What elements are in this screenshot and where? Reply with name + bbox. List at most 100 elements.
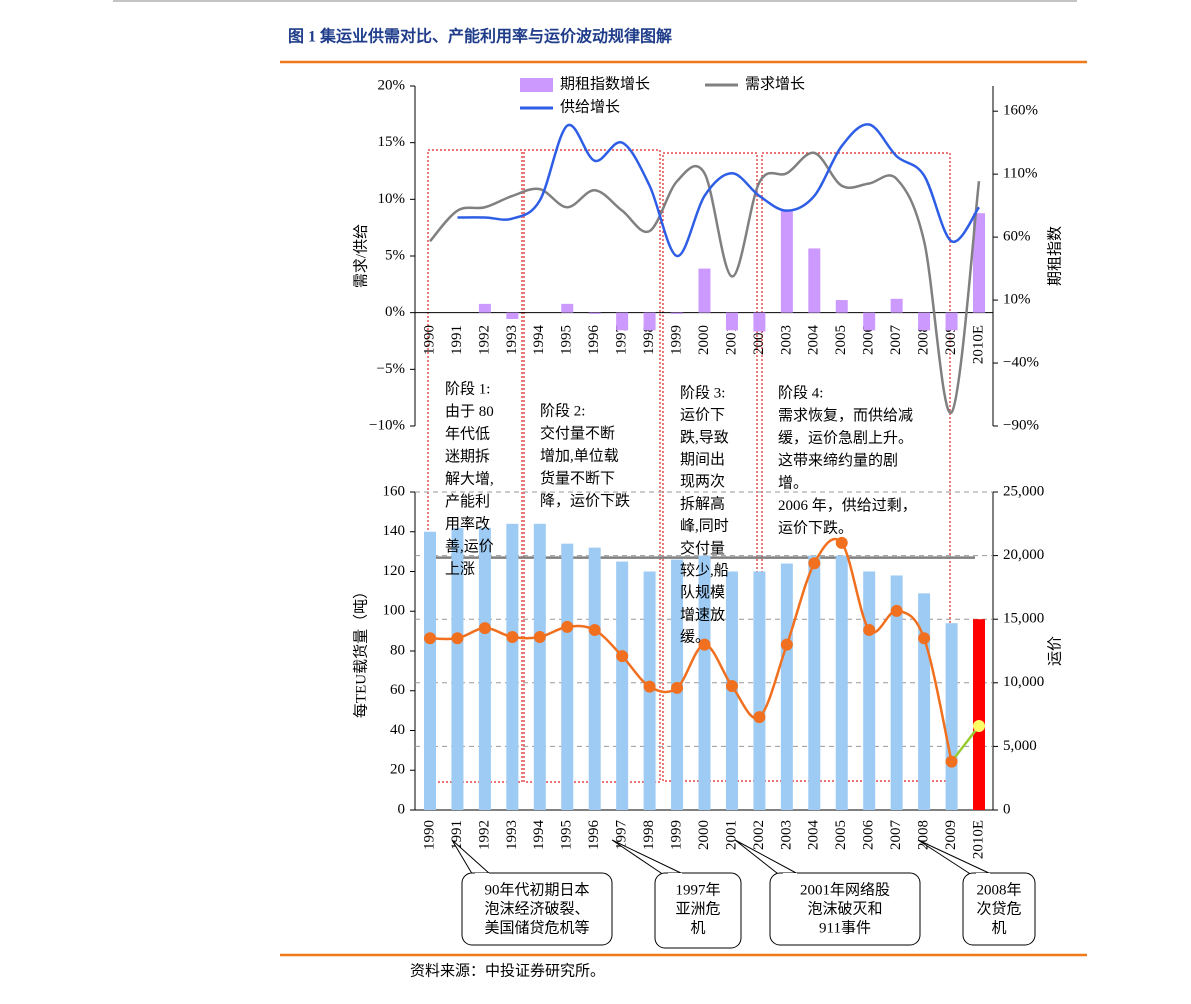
x-tick-label: 1998 [641,820,657,850]
x-tick-label: 1996 [586,820,602,851]
phase-text: 期间出 [680,451,725,468]
x-tick-label: 1991 [449,325,465,355]
x-tick-label: 2008 [916,325,932,355]
x-tick-label: 2001 [723,325,739,355]
callout-text: 911事件 [819,919,871,936]
x-tick-label: 2009 [943,820,959,850]
phase-text: 运价下跌。 [778,519,853,536]
x-tick-label: 2000 [696,325,712,355]
bar [753,312,766,332]
bar [616,561,629,810]
phase-text: 解大增, [445,470,494,487]
phase-text: 2006 年，供给过剩， [778,497,917,514]
bar [588,547,601,810]
phase-text: 跌,导致 [680,429,729,446]
bar [863,571,876,810]
marker [725,679,738,692]
phase-text: 拆解高 [680,495,725,512]
phase-text: 阶段 2: [540,402,585,419]
bar [424,531,436,810]
marker [918,632,931,645]
bar [533,523,546,810]
phase-text: 缓。 [680,629,710,646]
phase-text: 较少,船 [680,561,729,579]
y-axis-label: 每TEU载货量（吨） [352,584,369,718]
bar [753,571,766,810]
callout-pointer [734,839,799,878]
x-tick-label: 1999 [668,325,684,355]
callout-text: 90年代初期日本 [484,881,589,898]
bar [973,619,985,810]
y-tick-label: 140 [383,523,406,539]
callout-text: 次贷危 [976,900,1021,917]
phase-text: 交付量不断 [540,424,615,442]
phase-text: 需求恢复，而供给减 [778,406,913,424]
y2-tick-label: 15,000 [1003,611,1044,627]
callout-box [461,872,613,946]
phase-text: 产能利 [445,493,490,510]
callout-pointer [451,839,491,878]
x-tick-label: 1990 [421,820,437,850]
marker [561,620,574,633]
phase-text: 运价下 [680,407,725,424]
phase-text: 货量不断下 [540,470,615,487]
y2-tick-label: 10% [1003,292,1031,308]
marker [616,650,629,663]
phase-text: 增加,单位载 [540,447,619,464]
x-tick-label: 2002 [751,325,767,355]
bar [890,298,903,313]
y2-tick-label: 160% [1003,103,1038,119]
callout-box [654,872,742,949]
x-tick-label: 2006 [861,325,877,356]
phase-text: 这带来缔约量的剧 [778,452,898,469]
bar [973,213,985,313]
x-tick-label: 1996 [586,325,602,356]
bar [643,312,656,331]
marker [973,720,985,733]
marker [533,631,546,644]
phase-text: 阶段 3: [680,384,725,401]
x-tick-label: 2010E [970,325,986,364]
marker [835,536,848,549]
bar [945,312,958,331]
marker [808,557,821,570]
y2-tick-label: 25,000 [1003,483,1044,499]
callout-text: 美国储贷危机等 [484,918,589,936]
bar [780,563,793,810]
phase-box [427,149,523,783]
y-axis-label: 需求/供给 [352,224,369,288]
x-tick-label: 1994 [531,820,547,851]
x-tick-label: 2009 [943,325,959,355]
y-tick-label: 5% [385,247,405,263]
x-tick-label: 1991 [449,820,465,850]
y-tick-label: 80 [390,642,405,658]
legend-swatch [520,78,553,92]
x-tick-label: 2003 [778,325,794,355]
y-tick-label: −5% [377,361,405,377]
callout-text: 泡沫破灭和 [807,900,882,917]
callout-pointer [611,839,684,878]
x-tick-label: 2006 [861,820,877,851]
y-tick-label: 15% [378,134,406,150]
y2-tick-label: 60% [1003,229,1031,245]
x-tick-label: 2008 [916,820,932,850]
x-tick-label: 1993 [504,820,520,850]
bar [588,312,601,314]
bar [698,268,711,313]
y-tick-label: 120 [383,563,406,579]
x-tick-label: 1992 [476,820,492,850]
x-tick-label: 2003 [778,820,794,850]
x-tick-label: 2004 [806,325,822,356]
marker [698,638,711,651]
phase-text: 增速放 [680,606,725,623]
marker [863,624,876,637]
x-tick-label: 1993 [504,325,520,355]
x-tick-label: 2005 [833,820,849,850]
legend-label: 期租指数增长 [560,75,650,92]
phase-text: 善,运价 [445,538,494,555]
x-tick-label: 1998 [641,325,657,355]
legend-label: 需求增长 [745,75,805,92]
bar [835,555,848,810]
y-tick-label: 0 [398,801,406,817]
callout-text: 机 [991,919,1006,936]
